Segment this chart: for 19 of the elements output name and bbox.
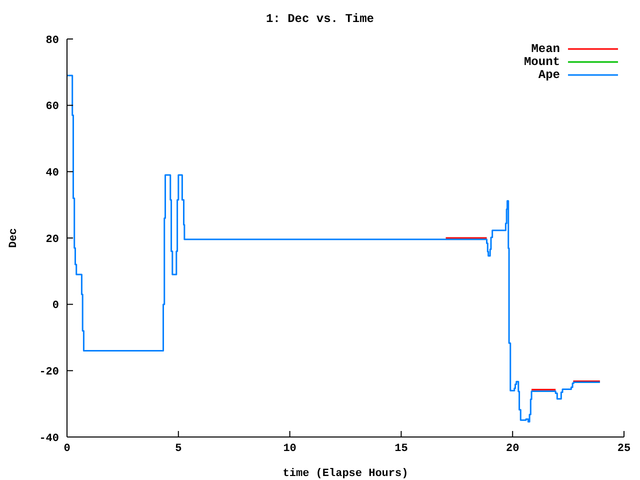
y-tick-label: 40: [46, 168, 59, 180]
y-tick-label: -20: [39, 366, 59, 379]
x-tick-label: 5: [175, 442, 182, 455]
legend-label: Mean: [531, 42, 560, 56]
x-axis-title: time (Elapse Hours): [282, 468, 408, 480]
x-tick-label: 0: [64, 442, 70, 455]
y-tick-label: -40: [39, 432, 59, 445]
legend-label: Mount: [524, 54, 560, 68]
y-tick-label: 80: [46, 34, 59, 47]
x-tick-label: 20: [506, 442, 520, 455]
legend-label: Ape: [538, 68, 560, 82]
y-axis-title: Dec: [8, 228, 20, 248]
y-tick-label: 60: [46, 101, 59, 114]
y-tick-label: 0: [52, 300, 59, 312]
x-tick-label: 15: [394, 442, 408, 455]
x-tick-label: 25: [617, 442, 631, 455]
y-tick-label: 20: [46, 234, 59, 246]
x-tick-label: 10: [283, 442, 296, 455]
chart-title: 1: Dec vs. Time: [264, 12, 376, 26]
